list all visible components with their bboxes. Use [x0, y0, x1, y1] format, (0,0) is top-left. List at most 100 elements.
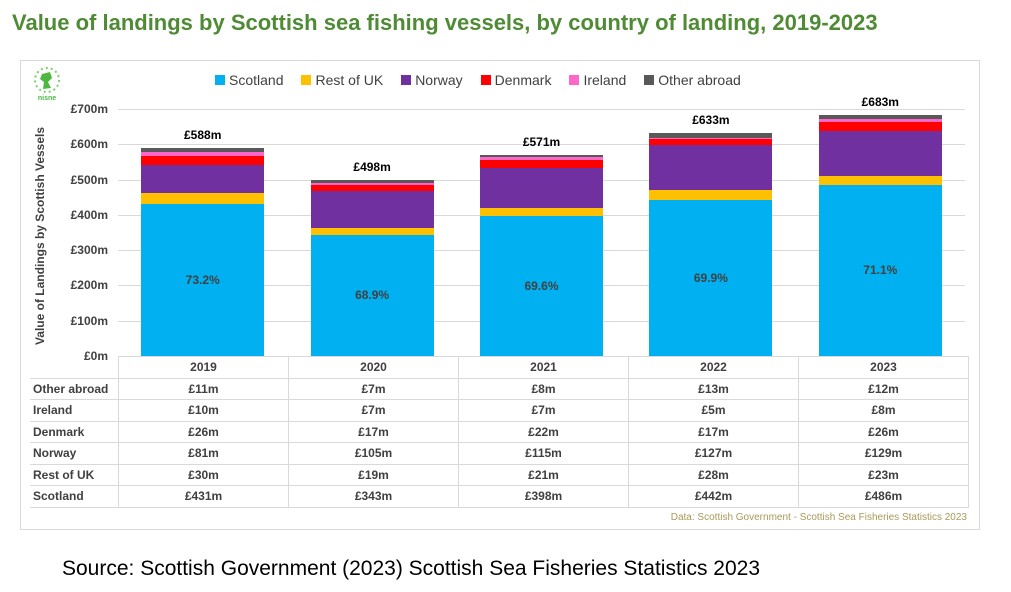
bar-total-label: £683m — [861, 94, 899, 109]
bar-segment-other-abroad — [141, 148, 265, 153]
data-credit: Data: Scottish Government - Scottish Sea… — [670, 512, 967, 523]
bar-segment-ireland — [649, 137, 773, 140]
table-cell: £22m — [458, 420, 629, 443]
source-caption: Source: Scottish Government (2023) Scott… — [62, 557, 760, 580]
scotland-share-label: 68.9% — [355, 288, 390, 303]
legend-label: Denmark — [494, 72, 552, 88]
x-tick-label: 2021 — [458, 356, 629, 379]
bar-segment-scotland — [141, 203, 265, 356]
legend-label: Other abroad — [658, 72, 741, 88]
bar-segment-scotland — [818, 184, 942, 356]
table-cell: £7m — [458, 399, 629, 422]
table-cell: £26m — [118, 420, 289, 443]
table-cell: £8m — [458, 377, 629, 400]
bar-segment-rest-of-uk — [310, 228, 434, 235]
bar-segment-rest-of-uk — [818, 176, 942, 185]
legend-swatch — [480, 75, 491, 85]
table-corner — [30, 357, 119, 379]
legend-item: Scotland — [215, 72, 283, 88]
table-cell: £23m — [798, 463, 969, 486]
table-cell: £17m — [628, 420, 799, 443]
table-cell: £486m — [798, 485, 969, 508]
plot-area: £0m £100m £200m £300m £400m £500m £600m £700m £5… — [71, 95, 965, 363]
y-tick-label: £700m — [70, 102, 108, 116]
bar-segment-denmark — [649, 139, 773, 146]
chart-legend: Scotland Rest of UK Norway Denmark Ireland Ot… — [215, 72, 741, 88]
table-row: Rest of UK £30m £19m £21m £28m £23m — [30, 463, 969, 486]
y-tick-label: £400m — [70, 207, 108, 222]
legend-label: Scotland — [229, 72, 284, 88]
bar-segment-denmark — [480, 159, 603, 168]
table-cell: £115m — [458, 442, 629, 465]
bar-segment-ireland — [818, 118, 942, 122]
table-cell: £129m — [798, 442, 969, 465]
bar-total-label: £633m — [692, 112, 730, 127]
table-row-label: Rest of UK — [30, 463, 119, 486]
table-row: Norway £81m £105m £115m £127m £129m — [30, 442, 969, 465]
table-cell: £30m — [118, 463, 289, 486]
bar-segment-ireland — [480, 157, 603, 160]
table-cell: £81m — [118, 442, 289, 465]
legend-item: Ireland — [569, 72, 626, 88]
table-row-label: Denmark — [30, 420, 119, 443]
table-cell: £17m — [288, 420, 459, 443]
bar-total-label: £571m — [522, 134, 561, 149]
bar-segment-other-abroad — [480, 154, 603, 158]
legend-item: Rest of UK — [301, 72, 383, 88]
bar-segment-scotland — [480, 215, 603, 356]
table-cell: £26m — [798, 420, 969, 443]
legend-item: Denmark — [480, 72, 552, 88]
table-cell: £431m — [118, 485, 289, 508]
y-tick-label: £300m — [70, 243, 108, 258]
x-tick-label: 2020 — [288, 356, 459, 379]
bar-total-label: £498m — [353, 160, 391, 175]
table-row: Scotland £431m £343m £398m £442m £486m — [30, 485, 969, 508]
table-row: Denmark £26m £17m £22m £17m £26m — [30, 420, 969, 443]
table-cell: £7m — [288, 399, 459, 422]
bar-segment-ireland — [141, 152, 265, 156]
table-cell: £8m — [798, 399, 969, 422]
legend-item: Norway — [401, 72, 463, 88]
bar-segment-norway — [310, 191, 434, 229]
table-cell: £28m — [628, 463, 799, 486]
table-cell: £12m — [798, 377, 969, 400]
bar-segment-ireland — [310, 182, 434, 186]
scotland-share-label: 69.6% — [524, 278, 559, 293]
bar-total-label: £588m — [184, 128, 222, 143]
y-tick-label: £200m — [70, 278, 108, 293]
y-tick-label: £0m — [83, 349, 108, 363]
table-cell: £19m — [288, 463, 459, 486]
legend-swatch — [401, 75, 412, 85]
table-cell: £5m — [628, 399, 799, 422]
bar-segment-other-abroad — [818, 114, 942, 119]
bar-segment-scotland — [649, 200, 773, 356]
table-header-row: 2019 2020 2021 2022 2023 — [30, 356, 969, 379]
y-tick-label: £600m — [70, 137, 108, 152]
table-cell: £127m — [628, 442, 799, 465]
y-tick-label: £100m — [70, 313, 108, 328]
bar-segment-scotland — [310, 234, 434, 356]
legend-label: Rest of UK — [315, 72, 384, 88]
table-cell: £442m — [628, 485, 799, 508]
table-cell: £105m — [288, 442, 459, 465]
x-tick-label: 2019 — [118, 356, 289, 379]
table-row: Ireland £10m £7m £7m £5m £8m — [30, 399, 969, 422]
bar-segment-other-abroad — [649, 132, 773, 138]
bar-segment-norway — [480, 167, 603, 209]
legend-item: Other abroad — [644, 72, 741, 88]
x-tick-label: 2023 — [798, 356, 969, 379]
bar-segment-denmark — [310, 185, 434, 192]
legend-swatch — [644, 75, 655, 85]
table-cell: £13m — [628, 377, 799, 400]
bar-segment-rest-of-uk — [141, 193, 265, 204]
scotland-share-label: 71.1% — [863, 263, 898, 278]
legend-swatch — [301, 75, 312, 85]
bar-segment-norway — [141, 164, 265, 194]
table-cell: £7m — [288, 377, 459, 400]
table-row-label: Ireland — [30, 399, 119, 422]
table-row: Other abroad £11m £7m £8m £13m £12m — [30, 377, 969, 400]
scotland-share-label: 73.2% — [185, 272, 220, 287]
bar-segment-denmark — [141, 155, 265, 165]
table-cell: £398m — [458, 485, 629, 508]
legend-label: Ireland — [583, 72, 627, 88]
